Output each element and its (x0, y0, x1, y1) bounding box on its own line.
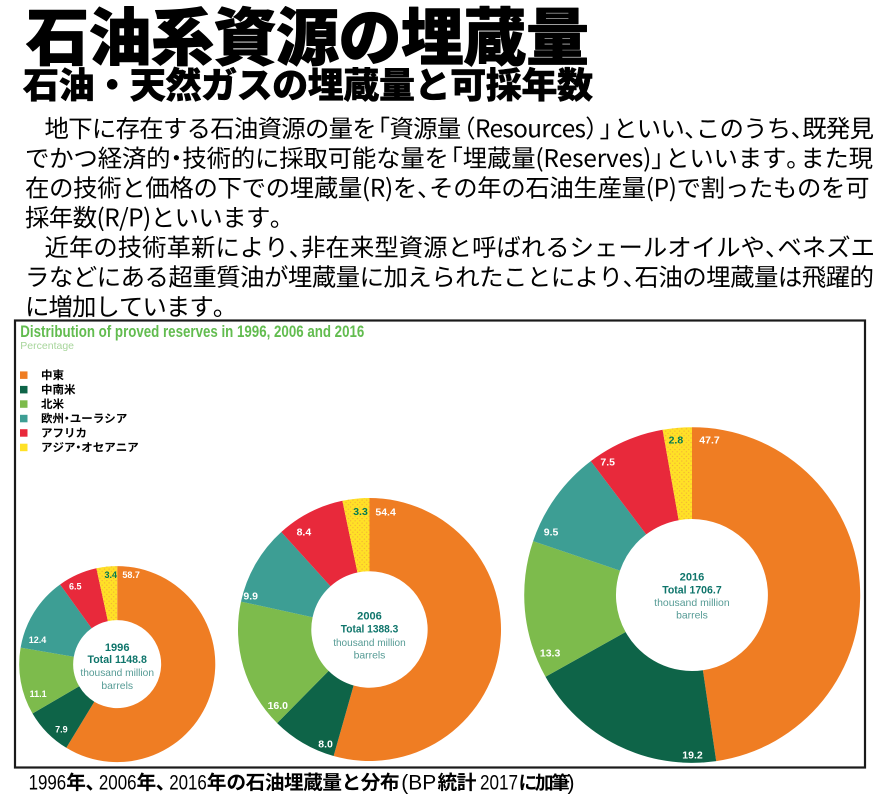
svg-text:13.3: 13.3 (540, 648, 561, 660)
svg-text:Total 1388.3: Total 1388.3 (341, 624, 399, 636)
svg-text:BP: BP (408, 771, 436, 794)
svg-text:thousand million: thousand million (333, 638, 406, 649)
svg-text:8.4: 8.4 (297, 527, 312, 539)
svg-text:6.5: 6.5 (69, 582, 82, 592)
svg-text:barrels: barrels (354, 651, 386, 662)
svg-text:Total 1148.8: Total 1148.8 (88, 654, 147, 666)
svg-text:2.8: 2.8 (669, 435, 684, 447)
svg-text:3.3: 3.3 (353, 506, 368, 518)
svg-text:8.0: 8.0 (318, 738, 333, 750)
svg-text:thousand million: thousand million (80, 668, 154, 679)
svg-text:3.4: 3.4 (105, 570, 118, 580)
svg-text:47.7: 47.7 (699, 435, 720, 447)
svg-text:54.4: 54.4 (375, 507, 396, 519)
svg-text:7.9: 7.9 (55, 725, 68, 735)
svg-text:2016: 2016 (680, 572, 705, 584)
svg-text:Percentage: Percentage (20, 340, 74, 352)
svg-text:thousand million: thousand million (654, 598, 730, 609)
svg-text:Distribution of proved reserve: Distribution of proved reserves in 1996,… (20, 323, 364, 341)
svg-text:1996: 1996 (105, 642, 130, 654)
svg-text:12.4: 12.4 (29, 635, 47, 645)
svg-text:58.7: 58.7 (122, 570, 140, 580)
svg-text:1996: 1996 (29, 771, 67, 794)
svg-text:Total 1706.7: Total 1706.7 (662, 585, 722, 597)
svg-text:7.5: 7.5 (600, 456, 615, 468)
svg-text:2017: 2017 (480, 771, 518, 794)
svg-text:barrels: barrels (676, 611, 708, 622)
svg-text:2006: 2006 (99, 771, 137, 794)
svg-text:(: ( (401, 771, 408, 794)
svg-text:11.1: 11.1 (30, 689, 47, 699)
svg-text:9.5: 9.5 (544, 527, 559, 539)
svg-text:): ) (568, 771, 575, 794)
svg-text:2006: 2006 (357, 610, 382, 622)
svg-text:barrels: barrels (101, 681, 133, 692)
svg-text:16.0: 16.0 (268, 700, 289, 712)
svg-text:2016: 2016 (169, 771, 207, 794)
svg-text:9.9: 9.9 (243, 591, 258, 603)
svg-text:19.2: 19.2 (682, 749, 703, 761)
